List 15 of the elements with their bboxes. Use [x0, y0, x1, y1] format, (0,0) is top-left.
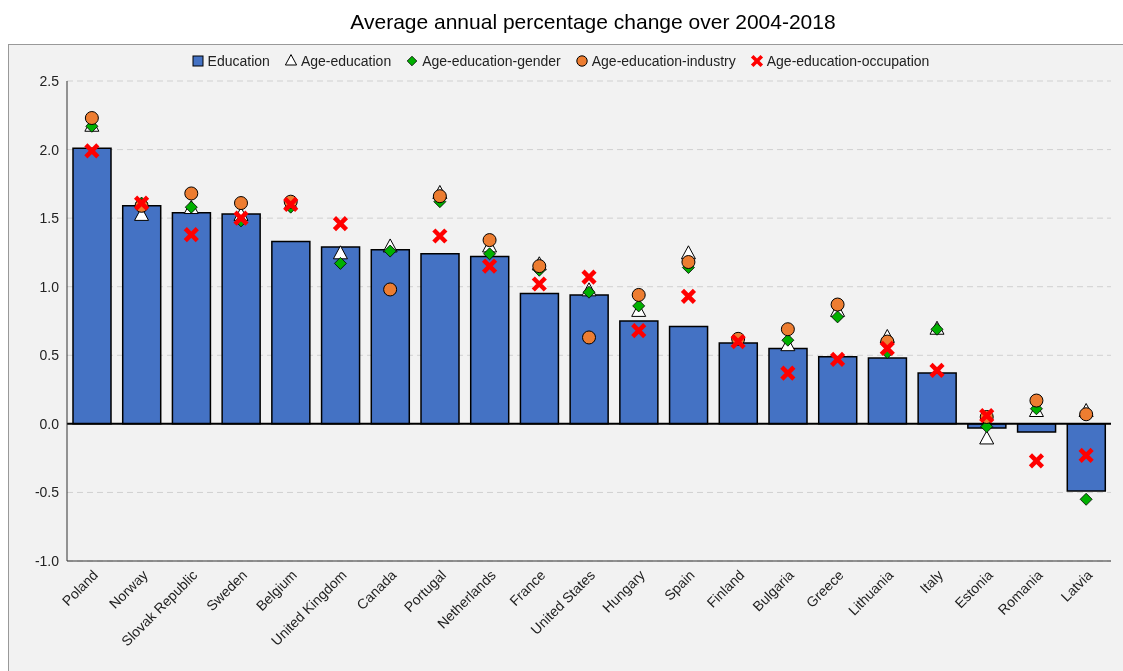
y-tick-label: 1.0 [39, 278, 60, 295]
y-tick-label: -1.0 [34, 552, 60, 569]
y-tick-label: 2.0 [39, 141, 60, 158]
chart-title: Average annual percentage change over 2004-2018 [349, 9, 837, 35]
y-tick-label: 1.5 [39, 210, 60, 227]
y-tick-label: 2.5 [39, 72, 60, 89]
legend-label: Age-education [299, 53, 392, 69]
y-tick-label: 0.5 [39, 347, 60, 364]
x-tick-label: Italy [916, 566, 947, 597]
legend-label: Age-education-industry [590, 53, 736, 69]
y-tick-label: 0.0 [39, 415, 60, 432]
legend-label: Education [206, 53, 270, 69]
legend-label: Age-education-occupation [765, 53, 930, 69]
legend-label: Age-education-gender [421, 53, 561, 69]
y-tick-label: -0.5 [34, 484, 60, 501]
